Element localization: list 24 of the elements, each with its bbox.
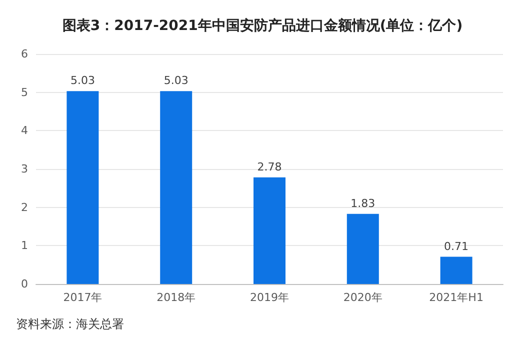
y-tick-label: 1 — [21, 239, 28, 252]
data-label: 5.03 — [70, 74, 95, 88]
bar — [440, 256, 472, 284]
chart-title: 图表3：2017-2021年中国安防产品进口金额情况(单位：亿个) — [62, 17, 463, 34]
x-tick-label: 2018年 — [156, 291, 196, 304]
x-tick-label: 2021年H1 — [429, 291, 484, 304]
y-tick-label: 0 — [21, 278, 28, 290]
data-label: 1.83 — [350, 196, 376, 210]
x-tick-label: 2020年 — [343, 291, 382, 304]
bar — [254, 177, 286, 284]
bar — [160, 91, 192, 284]
x-tick-label: 2019年 — [250, 291, 289, 304]
data-label: 5.03 — [164, 74, 188, 88]
y-tick-label: 2 — [21, 200, 28, 214]
data-label: 0.71 — [444, 240, 469, 253]
bar — [346, 214, 379, 284]
y-tick-label: 4 — [21, 124, 28, 138]
bar — [66, 91, 99, 284]
y-tick-label: 6 — [21, 48, 28, 60]
y-tick-label: 5 — [21, 86, 28, 99]
data-label: 2.78 — [257, 160, 282, 174]
x-tick-label: 2017年 — [63, 291, 102, 304]
y-tick-label: 3 — [21, 162, 28, 176]
text: 资料来源：海关总署 — [16, 317, 124, 331]
